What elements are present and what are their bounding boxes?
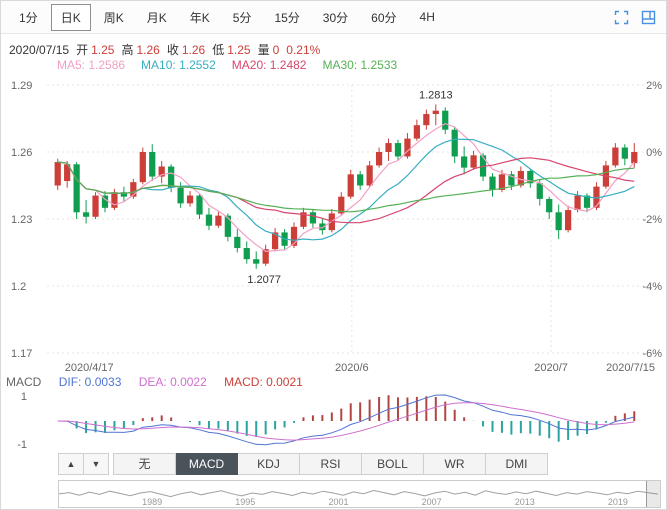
- ma-legend-item: MA10: 1.2552: [141, 58, 216, 72]
- annotations: 1.2813 1.2077: [247, 89, 452, 285]
- indicator-tab-WR[interactable]: WR: [424, 453, 486, 475]
- info-value: 1.25: [227, 43, 251, 57]
- macd-chart[interactable]: 1 -1: [1, 389, 667, 451]
- svg-text:1.17: 1.17: [11, 348, 32, 360]
- grid: 1.29 2% 1.26 0% 1.23 -2% 1.2 -4% 1.17 -6% 2020/4/1…: [11, 80, 662, 374]
- macd-dif-value: DIF: 0.0033: [58, 375, 122, 389]
- svg-text:-2%: -2%: [642, 214, 662, 226]
- svg-text:1.2: 1.2: [11, 281, 26, 293]
- svg-text:1: 1: [21, 391, 27, 403]
- navigator-year-label: 2013: [514, 497, 535, 507]
- macd-legend: MACD DIF: 0.0033 DEA: 0.0022 MACD: 0.002…: [6, 375, 317, 389]
- period-tab-15分[interactable]: 15分: [274, 10, 300, 25]
- navigator-sparkline[interactable]: [59, 481, 658, 505]
- svg-text:1.23: 1.23: [11, 214, 32, 226]
- indicator-tab-KDJ[interactable]: KDJ: [238, 453, 300, 475]
- dif-line: [57, 394, 635, 446]
- period-tab-年K[interactable]: 年K: [189, 10, 210, 25]
- indicator-bar: ▲ ▼ 无 MACD KDJ RSI BOLL WR DMI: [58, 453, 548, 475]
- indicator-down-button[interactable]: ▼: [84, 453, 109, 475]
- svg-text:-6%: -6%: [642, 348, 662, 360]
- svg-text:2020/7: 2020/7: [534, 362, 568, 374]
- svg-text:2%: 2%: [646, 80, 662, 92]
- svg-text:2020/6: 2020/6: [335, 362, 369, 374]
- svg-text:1.2813: 1.2813: [419, 89, 453, 101]
- period-tab-60分[interactable]: 60分: [371, 10, 397, 25]
- ma-legend: MA5: 1.2586 MA10: 1.2552 MA20: 1.2482 MA30:…: [57, 58, 413, 72]
- period-tab-周K[interactable]: 周K: [103, 10, 124, 25]
- indicator-tab-无[interactable]: 无: [113, 453, 176, 475]
- indicator-tab-MACD[interactable]: MACD: [176, 453, 238, 475]
- period-tab-4H[interactable]: 4H: [419, 10, 435, 24]
- period-tab-30分[interactable]: 30分: [322, 10, 349, 25]
- ma-legend-item: MA20: 1.2482: [231, 58, 307, 72]
- svg-text:-4%: -4%: [642, 281, 662, 293]
- indicator-tabs: 无 MACD KDJ RSI BOLL WR DMI: [113, 453, 548, 475]
- period-tab-月K[interactable]: 月K: [146, 10, 167, 25]
- history-navigator[interactable]: 1989 1995 2001 2007 2013 2019: [58, 480, 661, 508]
- info-date: 2020/07/15: [9, 43, 70, 57]
- macd-title: MACD: [6, 375, 42, 389]
- indicator-tab-DMI[interactable]: DMI: [486, 453, 548, 475]
- navigator-year-label: 2007: [421, 497, 442, 507]
- navigator-year-label: 1995: [235, 497, 256, 507]
- layout-icon[interactable]: [641, 10, 656, 25]
- ma-legend-item: MA5: 1.2586: [57, 58, 126, 72]
- svg-text:2020/4/17: 2020/4/17: [65, 362, 114, 374]
- period-tabbar: 1分 日K 周K 月K 年K 5分 15分 30分 60分 4H: [1, 1, 666, 34]
- navigator-selection[interactable]: [646, 481, 660, 507]
- period-tab-5分[interactable]: 5分: [232, 10, 252, 25]
- toolbar-icons: [614, 1, 656, 34]
- info-label: 高: [121, 43, 134, 57]
- svg-text:0%: 0%: [646, 147, 662, 159]
- info-change: 0.21%: [286, 43, 321, 57]
- navigator-year-label: 1989: [142, 497, 163, 507]
- indicator-tab-RSI[interactable]: RSI: [300, 453, 362, 475]
- history-sparkline: [59, 489, 658, 498]
- indicator-up-button[interactable]: ▲: [58, 453, 84, 475]
- info-label: 收: [166, 43, 179, 57]
- fullscreen-icon[interactable]: [614, 10, 629, 25]
- info-value: 1.26: [136, 43, 160, 57]
- info-value: 1.26: [181, 43, 206, 57]
- period-tab-1分[interactable]: 1分: [19, 10, 38, 25]
- macd-dea-value: DEA: 0.0022: [138, 375, 207, 389]
- info-label: 开: [76, 43, 89, 57]
- svg-text:1.29: 1.29: [11, 80, 32, 92]
- dea-line: [57, 402, 635, 441]
- svg-text:-1: -1: [17, 439, 27, 451]
- info-label: 量: [257, 43, 270, 57]
- candlestick-chart[interactable]: 1.29 2% 1.26 0% 1.23 -2% 1.2 -4% 1.17 -6% 2020/4/1…: [1, 71, 667, 383]
- info-value: 1.25: [91, 43, 115, 57]
- svg-text:1.26: 1.26: [11, 147, 32, 159]
- info-value: 0: [272, 43, 280, 57]
- navigator-year-label: 2019: [607, 497, 628, 507]
- macd-axis: 1 -1: [17, 391, 27, 451]
- svg-text:1.2077: 1.2077: [247, 274, 281, 286]
- ma-lines: [57, 122, 635, 253]
- period-tab-日K[interactable]: 日K: [50, 3, 91, 31]
- period-tabs: 1分 日K 周K 月K 年K 5分 15分 30分 60分 4H: [9, 3, 448, 31]
- ohlc-infobar: 2020/07/15 开 1.25 高 1.26 收 1.26 低 1.25 量 0 0.21%: [9, 41, 320, 58]
- indicator-tab-BOLL[interactable]: BOLL: [362, 453, 424, 475]
- navigator-year-label: 2001: [328, 497, 349, 507]
- ma-legend-item: MA30: 1.2533: [322, 58, 398, 72]
- info-label: 低: [212, 43, 225, 57]
- macd-macd-value: MACD: 0.0021: [224, 375, 303, 389]
- svg-text:2020/7/15: 2020/7/15: [606, 362, 655, 374]
- macd-histogram: [66, 395, 636, 442]
